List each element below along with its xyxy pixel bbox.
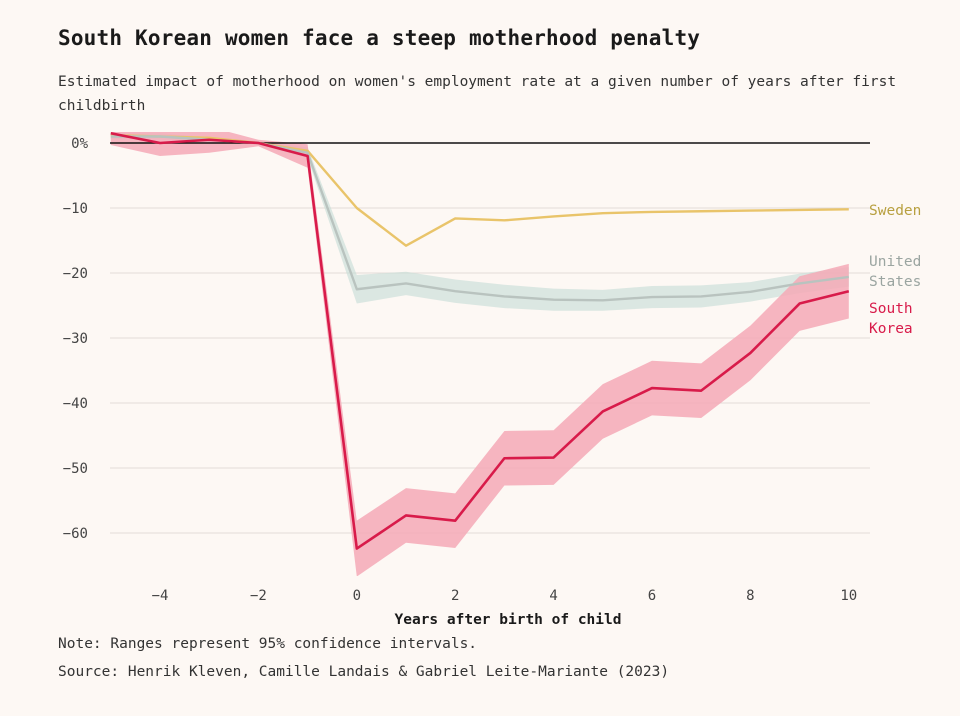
y-tick-label: 0%: [71, 136, 88, 152]
y-tick-label: −50: [63, 461, 88, 477]
y-tick-label: −10: [63, 201, 88, 217]
legend-label-united-states: States: [869, 274, 921, 290]
x-tick-label: 10: [840, 588, 857, 604]
x-tick-label: 0: [353, 588, 361, 604]
ci-band-united-states: [110, 133, 849, 311]
legend-label-south-korea: Korea: [869, 321, 913, 337]
y-tick-label: −60: [63, 526, 88, 542]
series-line-sweden: [110, 134, 849, 247]
x-tick-label: −4: [152, 588, 169, 604]
y-tick-label: −20: [63, 266, 88, 282]
x-axis-label: Years after birth of child: [395, 612, 622, 628]
y-tick-label: −40: [63, 396, 88, 412]
ci-band-south-korea: [110, 132, 849, 576]
legend-label-sweden: Sweden: [869, 203, 921, 219]
chart-subtitle: Estimated impact of motherhood on women'…: [58, 74, 897, 114]
x-tick-label: −2: [250, 588, 267, 604]
series-points-sweden: [110, 135, 849, 246]
x-tick-label: 4: [549, 588, 557, 604]
series-line-south-korea: [110, 132, 850, 550]
x-tick-label: 6: [648, 588, 656, 604]
chart-title: South Korean women face a steep motherho…: [58, 26, 701, 50]
x-tick-label: 8: [746, 588, 754, 604]
x-tick-label: 2: [451, 588, 459, 604]
x-tick-labels: −4 −2 0 2 4 6 8 10: [152, 588, 858, 604]
legend: Sweden United States South Korea: [869, 203, 921, 337]
series-points-south-korea: [110, 133, 849, 549]
chart-note: Note: Ranges represent 95% confidence in…: [58, 636, 478, 652]
plot-area: [110, 132, 870, 576]
chart-source: Source: Henrik Kleven, Camille Landais &…: [58, 664, 670, 680]
legend-label-united-states: United: [869, 254, 921, 270]
y-tick-label: −30: [63, 331, 88, 347]
legend-label-south-korea: South: [869, 301, 913, 317]
y-tick-labels: 0% −10 −20 −30 −40 −50 −60: [63, 136, 89, 542]
